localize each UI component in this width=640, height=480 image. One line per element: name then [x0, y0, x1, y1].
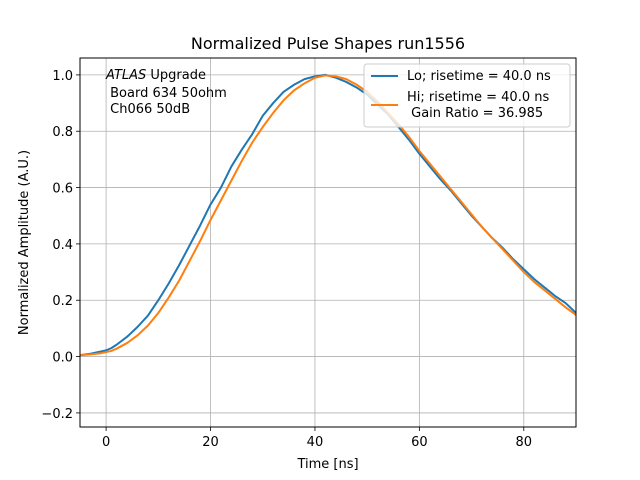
y-tick-label: 0.0 [52, 351, 73, 366]
x-tick-label: 40 [307, 435, 324, 450]
legend-gain-ratio: Gain Ratio = 36.985 [407, 106, 543, 121]
x-tick-label: 60 [411, 435, 428, 450]
annotation-line-2: Board 634 50ohm [106, 86, 227, 101]
plot-frame [79, 57, 577, 428]
annotation-upgrade: Upgrade [146, 68, 206, 83]
legend-label-hi: Hi; risetime = 40.0 ns [407, 90, 549, 105]
annotation-line-1: ATLAS Upgrade [105, 68, 206, 83]
y-tick-label: 0.4 [52, 238, 73, 253]
legend: Lo; risetime = 40.0 ns Hi; risetime = 40… [363, 63, 571, 128]
annotation-line-3: Ch066 50dB [106, 102, 190, 117]
series-layer [80, 73, 576, 357]
legend-label-lo: Lo; risetime = 40.0 ns [407, 69, 551, 84]
chart-title: Normalized Pulse Shapes run1556 [191, 34, 465, 53]
y-tick-label: 1.0 [52, 69, 73, 84]
x-tick-label: 0 [102, 435, 110, 450]
y-axis-label: Normalized Amplitude (A.U.) [17, 150, 32, 335]
x-tick-label: 20 [202, 435, 219, 450]
grid-layer [80, 58, 576, 427]
x-tick-label: 80 [516, 435, 533, 450]
ticks-layer: 0 20 40 60 80 −0.2 0.0 0.2 0.4 0.6 0.8 1.0 [41, 69, 532, 450]
x-axis-label: Time [ns] [296, 457, 358, 472]
hi-series-line [80, 74, 576, 357]
legend-box [363, 63, 571, 128]
annotation-atlas: ATLAS [105, 68, 146, 83]
y-tick-label: 0.2 [52, 294, 73, 309]
y-tick-label: −0.2 [41, 407, 73, 422]
atlas-annotation: ATLAS Upgrade Board 634 50ohm Ch066 50dB [105, 68, 227, 117]
y-tick-label: 0.8 [52, 125, 73, 140]
y-tick-label: 0.6 [52, 182, 73, 197]
